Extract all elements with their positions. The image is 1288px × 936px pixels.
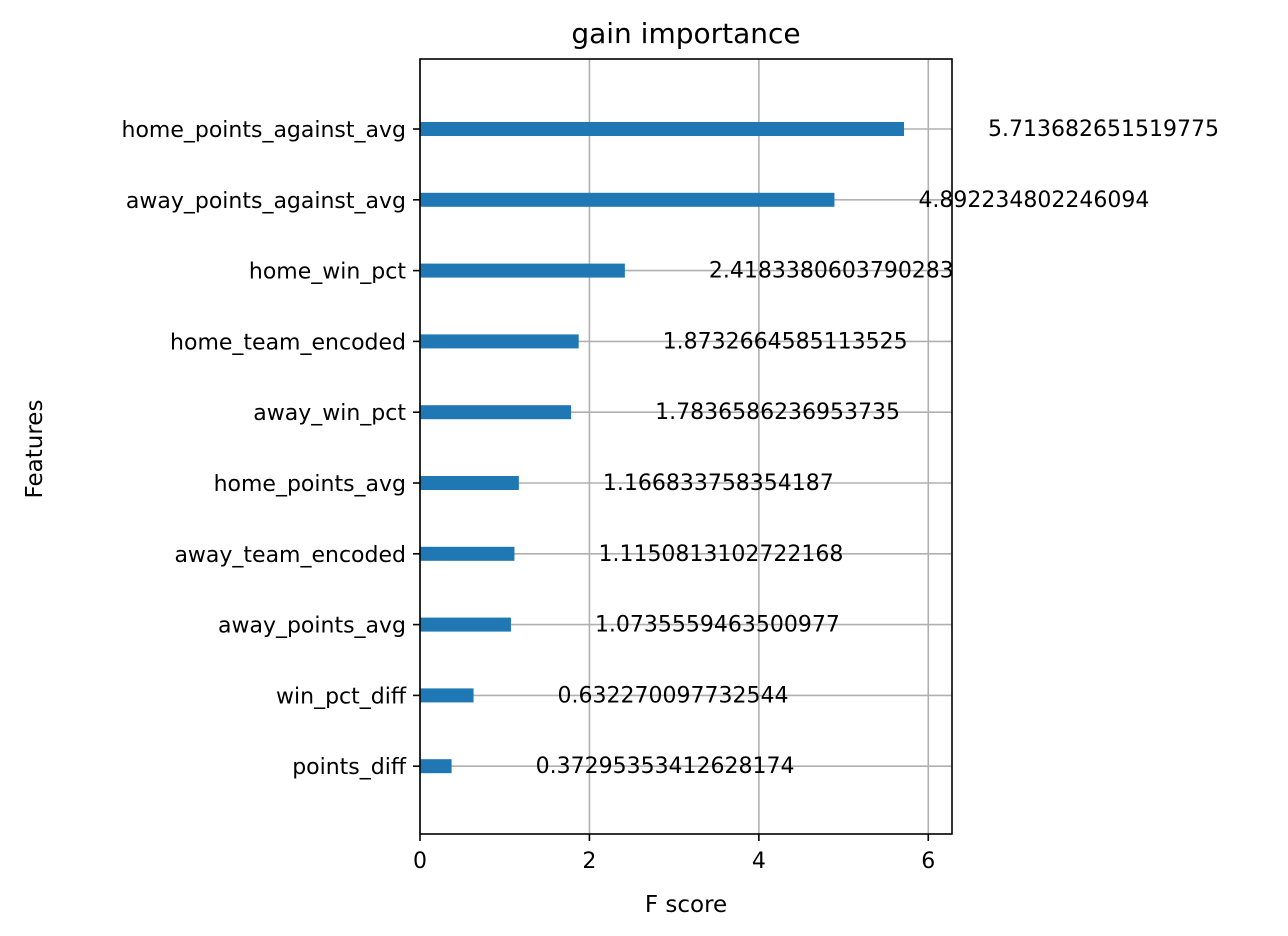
y-tick-label: home_points_avg [214,472,406,497]
bar [420,334,579,349]
grid-layer [419,59,952,834]
bar-value-label: 0.632270097732544 [558,683,789,708]
x-tick-label: 2 [582,849,596,874]
bar [420,122,905,136]
y-tick-label: points_diff [292,755,407,780]
bar-value-label: 1.8732664585113525 [663,329,908,354]
bar-value-label: 2.4183380603790283 [709,259,954,284]
bar-value-label: 1.166833758354187 [603,471,834,496]
bar [420,617,511,632]
bar [420,476,519,490]
y-axis-label: Features [22,400,48,499]
x-axis-label: F score [645,892,727,918]
y-tick-label: home_win_pct [249,260,406,285]
bar [420,263,625,278]
bar [420,546,515,561]
bar [420,405,572,420]
x-tick-label: 4 [752,849,766,874]
value-labels: 5.713682651519775 4.892234802246094 2.4183… [536,117,1219,779]
x-tick-label: 6 [921,849,935,874]
bar-value-label: 0.37295353412628174 [536,754,795,779]
y-tick-label: away_points_against_avg [126,189,406,214]
y-tick-label: home_team_encoded [170,330,406,355]
x-axis-ticks: 0 2 4 6 [413,128,935,874]
y-tick-label: win_pct_diff [276,684,407,709]
bar-value-label: 1.0735559463500977 [595,613,840,638]
bar [420,759,452,774]
y-tick-label: home_points_against_avg [122,118,406,143]
y-tick-label: away_team_encoded [174,543,406,568]
chart-title: gain importance [571,17,800,50]
bars-layer [420,122,905,774]
y-axis-category-labels: home_points_against_avg away_points_again… [122,118,407,780]
bar-value-label: 5.713682651519775 [988,117,1219,142]
bar [420,688,474,703]
y-tick-label: away_win_pct [253,401,406,426]
plot-frame [419,58,953,835]
bar [420,192,835,207]
bar-value-label: 4.892234802246094 [918,188,1149,213]
bar-value-label: 1.7836586236953735 [655,400,900,425]
x-tick-label: 0 [413,849,427,874]
y-tick-label: away_points_avg [218,614,406,639]
bar-value-label: 1.1150813102722168 [598,542,843,567]
